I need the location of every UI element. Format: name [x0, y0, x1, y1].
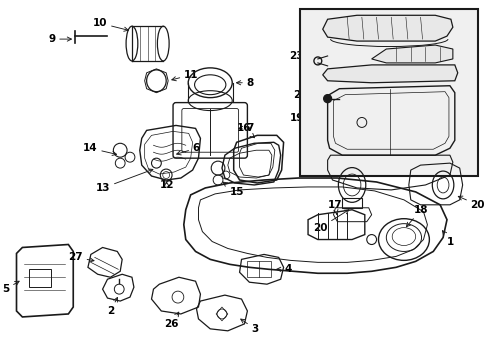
Text: 10: 10: [93, 18, 128, 31]
Text: 4: 4: [276, 264, 291, 274]
Circle shape: [323, 95, 331, 103]
Text: 7: 7: [238, 123, 253, 134]
Text: 12: 12: [159, 180, 174, 190]
Text: 6: 6: [176, 143, 200, 155]
Text: 23: 23: [288, 51, 313, 61]
Bar: [300, 9, 477, 176]
Text: 27: 27: [68, 252, 94, 262]
Text: 1: 1: [442, 231, 453, 247]
Text: 18: 18: [406, 205, 427, 227]
Text: 8: 8: [236, 78, 253, 88]
Text: 14: 14: [83, 143, 116, 156]
Text: 25: 25: [458, 68, 478, 78]
Text: 13: 13: [96, 169, 153, 193]
Text: 11: 11: [171, 70, 198, 81]
Polygon shape: [371, 45, 452, 63]
Text: 2: 2: [106, 297, 117, 316]
Bar: [342, 198, 361, 208]
Text: 24: 24: [456, 48, 478, 58]
Text: 16: 16: [237, 123, 254, 138]
Text: 15: 15: [223, 182, 244, 197]
Text: 17: 17: [327, 200, 342, 214]
Text: 20: 20: [312, 210, 348, 233]
Polygon shape: [322, 15, 452, 41]
Text: 5: 5: [2, 281, 19, 294]
Text: 19: 19: [289, 113, 323, 123]
Bar: [29, 269, 51, 287]
Text: 22: 22: [293, 90, 323, 100]
Polygon shape: [322, 65, 457, 83]
Bar: [247, 261, 270, 277]
Text: 21: 21: [455, 16, 478, 26]
Text: 3: 3: [240, 319, 258, 334]
Text: 26: 26: [163, 312, 179, 329]
Text: 9: 9: [48, 34, 71, 44]
Text: 20: 20: [457, 196, 484, 210]
